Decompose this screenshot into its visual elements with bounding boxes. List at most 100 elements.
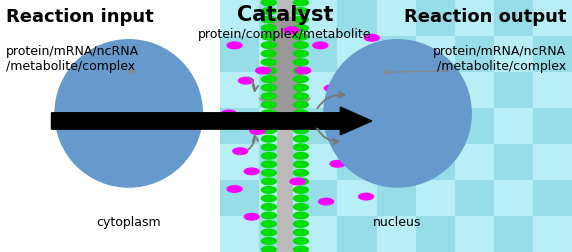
Bar [220, 180, 259, 216]
Circle shape [347, 60, 362, 66]
Circle shape [293, 110, 308, 116]
Circle shape [261, 238, 276, 244]
Circle shape [293, 186, 308, 193]
Bar [220, 108, 259, 144]
Bar [494, 216, 533, 252]
Bar [416, 72, 455, 108]
Circle shape [261, 76, 276, 82]
Bar [259, 0, 299, 36]
Circle shape [261, 50, 276, 57]
Circle shape [293, 144, 308, 150]
Circle shape [221, 110, 236, 117]
Circle shape [284, 27, 299, 34]
Circle shape [293, 93, 308, 100]
Circle shape [293, 136, 308, 142]
Text: protein/mRNA/ncRNA
/metabolite/complex: protein/mRNA/ncRNA /metabolite/complex [433, 45, 566, 73]
Bar [455, 36, 494, 72]
Text: nucleus: nucleus [374, 216, 422, 229]
Circle shape [261, 246, 276, 252]
Circle shape [293, 16, 308, 23]
Circle shape [261, 152, 276, 159]
Bar [337, 216, 376, 252]
Circle shape [261, 67, 276, 74]
Circle shape [227, 186, 242, 192]
Bar [533, 36, 572, 72]
Circle shape [261, 16, 276, 23]
Text: Reaction output: Reaction output [404, 8, 566, 25]
Text: Reaction input: Reaction input [6, 8, 153, 25]
Text: protein/complex/metabolite: protein/complex/metabolite [198, 28, 372, 41]
Circle shape [319, 123, 333, 129]
Bar [376, 36, 416, 72]
FancyArrow shape [259, 18, 311, 121]
Text: Catalyst: Catalyst [237, 5, 333, 25]
Circle shape [261, 33, 276, 40]
Circle shape [293, 59, 308, 66]
Circle shape [293, 76, 308, 82]
Bar [533, 180, 572, 216]
Circle shape [279, 123, 293, 129]
Bar [337, 0, 376, 36]
Circle shape [293, 67, 308, 74]
Circle shape [261, 102, 276, 108]
Ellipse shape [323, 39, 472, 188]
Circle shape [293, 204, 308, 210]
FancyArrow shape [51, 107, 372, 135]
Circle shape [250, 128, 265, 134]
Circle shape [293, 102, 308, 108]
Bar [220, 0, 572, 252]
Ellipse shape [54, 39, 203, 188]
Circle shape [359, 193, 374, 200]
Circle shape [261, 161, 276, 168]
Circle shape [261, 25, 276, 31]
Circle shape [313, 42, 328, 49]
Circle shape [261, 127, 276, 134]
Circle shape [261, 84, 276, 91]
Circle shape [296, 67, 311, 74]
Circle shape [293, 0, 308, 6]
Bar [259, 216, 299, 252]
Circle shape [261, 186, 276, 193]
Bar [416, 144, 455, 180]
Circle shape [261, 42, 276, 48]
Circle shape [324, 85, 339, 91]
Bar [299, 180, 337, 216]
Circle shape [239, 77, 253, 84]
Circle shape [293, 161, 308, 168]
Bar [455, 180, 494, 216]
Circle shape [293, 25, 308, 31]
Circle shape [293, 42, 308, 48]
Circle shape [256, 67, 271, 74]
Circle shape [293, 50, 308, 57]
Circle shape [353, 110, 368, 117]
Circle shape [261, 212, 276, 219]
Circle shape [261, 229, 276, 236]
Circle shape [341, 148, 356, 154]
Bar [277, 0, 293, 252]
Circle shape [261, 59, 276, 66]
Circle shape [293, 221, 308, 227]
Text: cytoplasm: cytoplasm [97, 216, 161, 229]
Circle shape [293, 8, 308, 14]
Circle shape [261, 0, 276, 6]
Bar [416, 216, 455, 252]
Circle shape [261, 110, 276, 116]
Circle shape [293, 229, 308, 236]
Circle shape [293, 246, 308, 252]
Circle shape [290, 178, 305, 185]
Circle shape [319, 198, 333, 205]
Bar [337, 72, 376, 108]
Circle shape [293, 118, 308, 125]
Bar [220, 36, 259, 72]
Circle shape [293, 212, 308, 219]
Circle shape [293, 84, 308, 91]
Circle shape [244, 168, 259, 175]
Circle shape [293, 195, 308, 202]
Circle shape [261, 221, 276, 227]
Circle shape [293, 238, 308, 244]
Circle shape [261, 136, 276, 142]
Circle shape [293, 33, 308, 40]
Circle shape [293, 170, 308, 176]
Circle shape [261, 204, 276, 210]
Circle shape [233, 148, 248, 154]
